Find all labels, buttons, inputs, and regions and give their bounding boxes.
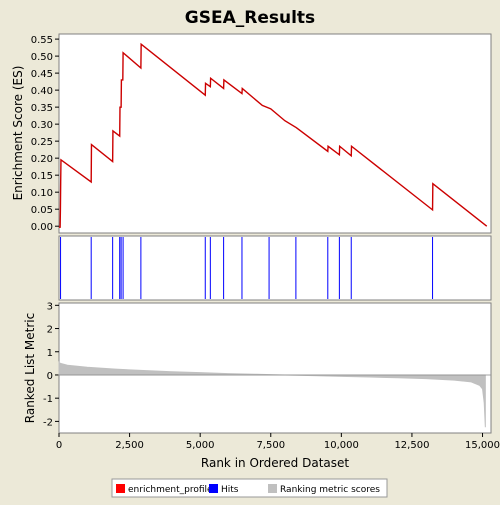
metric-y-tick-label: 3 <box>47 301 53 312</box>
es-y-tick-label: 0.30 <box>31 120 53 131</box>
es-y-axis: 0.00 0.05 0.10 0.15 0.20 0.25 0.30 0.35 0.40 0.45… <box>31 35 59 233</box>
x-tick-label: 5,000 <box>186 440 215 451</box>
chart-title: GSEA_Results <box>185 8 315 28</box>
es-y-tick-label: 0.05 <box>31 205 53 216</box>
es-y-tick-label: 0.10 <box>31 188 53 199</box>
metric-y-axis: -2 -1 0 1 2 3 <box>43 301 59 428</box>
es-y-tick-label: 0.20 <box>31 154 53 165</box>
enrichment-profile-line <box>59 42 488 228</box>
metric-y-tick-label: 2 <box>47 325 53 336</box>
legend: enrichment_profile Hits Ranking metric s… <box>116 484 380 495</box>
metric-y-tick-label: 0 <box>47 371 53 382</box>
legend-label-hits: Hits <box>221 485 239 495</box>
metric-plot-area <box>58 302 492 434</box>
x-axis: 0 2,500 5,000 7,500 10,000 12,500 15,000 <box>56 433 500 451</box>
hits-group <box>60 237 434 299</box>
x-axis-label: Rank in Ordered Dataset <box>201 456 349 470</box>
metric-y-tick-label: 1 <box>47 348 53 359</box>
es-y-tick-label: 0.55 <box>31 35 53 46</box>
es-plot-area <box>58 33 492 234</box>
legend-swatch-hits <box>209 484 218 493</box>
x-tick-label: 12,500 <box>394 440 429 451</box>
metric-y-tick-label: -1 <box>43 394 53 405</box>
x-tick-label: 7,500 <box>256 440 285 451</box>
metric-y-tick-label: -2 <box>43 417 53 428</box>
legend-swatch-enrichment-profile <box>116 484 125 493</box>
x-tick-label: 10,000 <box>324 440 359 451</box>
ranking-metric-area <box>58 361 486 428</box>
es-y-tick-label: 0.50 <box>31 52 53 63</box>
es-y-tick-label: 0.40 <box>31 86 53 97</box>
hits-plot-area <box>58 235 492 301</box>
x-tick-label: 15,000 <box>465 440 500 451</box>
metric-y-axis-label: Ranked List Metric <box>23 313 37 423</box>
x-tick-label: 0 <box>56 440 62 451</box>
es-y-tick-label: 0.45 <box>31 69 53 80</box>
es-y-tick-label: 0.00 <box>31 222 53 233</box>
es-y-axis-label: Enrichment Score (ES) <box>11 66 25 201</box>
es-y-tick-label: 0.25 <box>31 137 53 148</box>
legend-label-ranking-metric-scores: Ranking metric scores <box>280 485 380 495</box>
legend-swatch-ranking-metric-scores <box>268 484 277 493</box>
legend-box <box>111 478 388 498</box>
es-y-tick-label: 0.35 <box>31 103 53 114</box>
legend-label-enrichment-profile: enrichment_profile <box>128 485 213 495</box>
es-y-tick-label: 0.15 <box>31 171 53 182</box>
x-tick-label: 2,500 <box>115 440 144 451</box>
